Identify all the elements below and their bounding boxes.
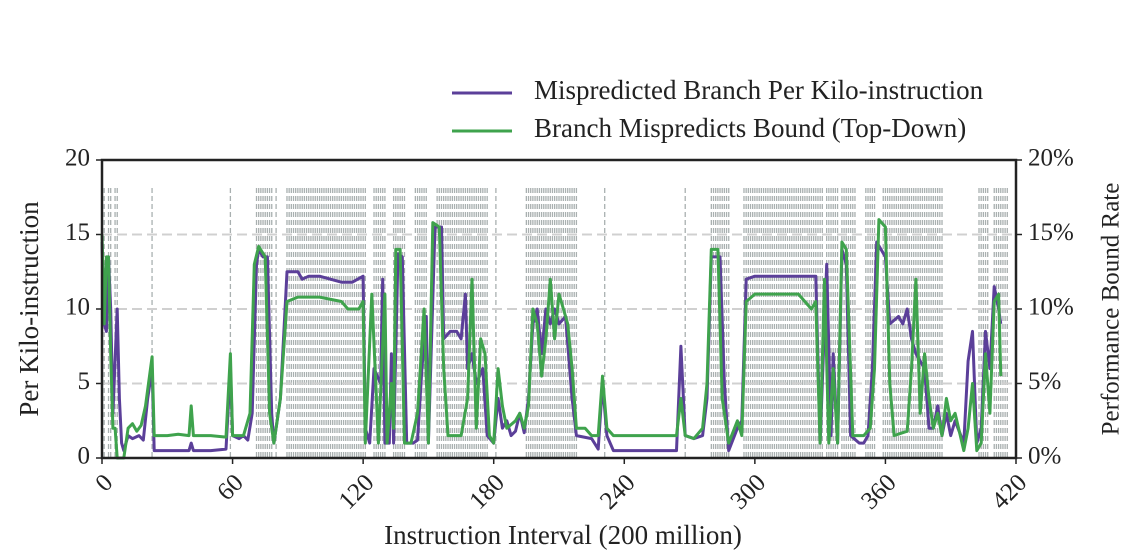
y2-axis-title: Performance Bound Rate	[1098, 183, 1125, 436]
y2-tick-label: 5%	[1028, 368, 1061, 395]
plot-frame	[100, 158, 1018, 460]
x-tick-label: 360	[856, 469, 902, 515]
y2-tick-label: 15%	[1028, 219, 1074, 246]
x-tick-label: 240	[595, 469, 641, 515]
legend-label: Mispredicted Branch Per Kilo-instruction	[534, 75, 984, 105]
y-tick-label: 5	[78, 368, 91, 395]
series-line	[100, 218, 1003, 460]
y-axis-title: Per Kilo-instruction	[14, 201, 44, 417]
x-axis-title: Instruction Interval (200 million)	[384, 520, 742, 550]
y2-tick-label: 10%	[1028, 294, 1074, 321]
x-tick-label: 180	[464, 469, 510, 515]
x-tick-label: 420	[987, 469, 1033, 515]
x-tick-label: 120	[334, 469, 380, 515]
x-tick-label: 60	[212, 469, 249, 506]
legend-label: Branch Mispredicts Bound (Top-Down)	[534, 113, 966, 143]
x-tick-label: 0	[90, 469, 118, 497]
y-tick-label: 10	[65, 294, 90, 321]
y-tick-label: 15	[65, 219, 90, 246]
y2-tick-label: 20%	[1028, 145, 1074, 172]
y2-tick-label: 0%	[1028, 443, 1061, 470]
y-tick-label: 0	[78, 443, 91, 470]
x-tick-label: 300	[726, 469, 772, 515]
y-tick-label: 20	[65, 145, 90, 172]
